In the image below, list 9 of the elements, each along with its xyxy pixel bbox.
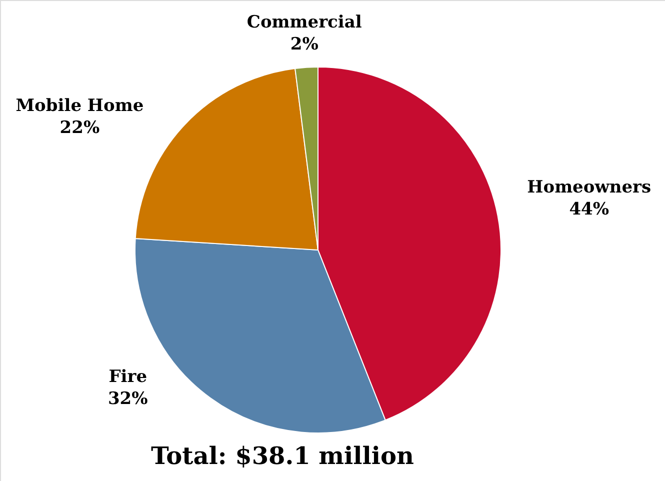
slice-label: Commercial — [246, 12, 362, 32]
slice-label: Homeowners — [527, 177, 652, 198]
data-label: 32% — [108, 389, 148, 410]
text: Total: $38.1 million — [151, 441, 414, 470]
data-label: 44% — [569, 199, 610, 220]
slice-label: Mobile Home — [16, 96, 144, 116]
data-label: 22% — [60, 118, 100, 138]
data-label: 2% — [290, 34, 318, 54]
slice-label: Fire — [108, 367, 148, 388]
